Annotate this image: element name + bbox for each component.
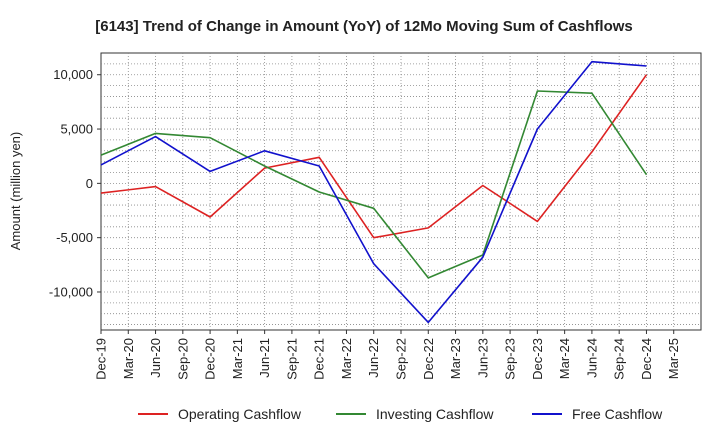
x-tick-label: Mar-24	[557, 338, 572, 379]
x-tick-label: Jun-24	[584, 338, 599, 378]
x-tick-label: Sep-24	[612, 338, 627, 380]
series-layer	[100, 60, 648, 324]
x-tick-label: Dec-24	[639, 338, 654, 380]
x-tick-label: Mar-21	[230, 338, 245, 379]
y-tick-label: 0	[86, 176, 93, 191]
x-tick-label: Dec-19	[94, 338, 109, 380]
y-tick-label: 5,000	[60, 122, 93, 137]
x-axis-ticks: Dec-19 Mar-20 Jun-20 Sep-20 Dec-20 Mar-21 Jun-…	[94, 330, 681, 380]
legend-label: Investing Cashflow	[376, 406, 494, 422]
x-tick-label: Dec-22	[421, 338, 436, 380]
x-tick-label: Jun-23	[475, 338, 490, 378]
x-tick-label: Dec-23	[530, 338, 545, 380]
y-axis-label: Amount (million yen)	[8, 132, 23, 251]
y-tick-label: 10,000	[53, 67, 93, 82]
y-tick-label: -10,000	[49, 284, 93, 299]
legend: Operating Cashflow Investing Cashflow Free…	[138, 406, 663, 422]
x-tick-label: Mar-20	[121, 338, 136, 379]
chart-title: [6143] Trend of Change in Amount (YoY) o…	[95, 18, 633, 35]
x-tick-label: Jun-22	[366, 338, 381, 378]
x-tick-label: Mar-25	[666, 338, 681, 379]
x-tick-label: Mar-23	[448, 338, 463, 379]
x-tick-label: Sep-23	[503, 338, 518, 380]
legend-label: Free Cashflow	[572, 406, 663, 422]
x-tick-label: Sep-21	[284, 338, 299, 380]
series-line-operating-cashflow	[100, 74, 648, 239]
series-line-free-cashflow	[100, 60, 647, 324]
y-tick-label: -5,000	[56, 230, 93, 245]
y-axis-ticks: 10,000 5,000 0 -5,000 -10,000	[49, 67, 101, 299]
x-tick-label: Sep-20	[175, 338, 190, 380]
x-tick-label: Dec-21	[312, 338, 327, 380]
x-tick-label: Mar-22	[339, 338, 354, 379]
x-tick-label: Sep-22	[394, 338, 409, 380]
x-tick-label: Dec-20	[203, 338, 218, 380]
x-tick-label: Jun-21	[257, 338, 272, 378]
legend-label: Operating Cashflow	[178, 406, 302, 422]
x-tick-label: Jun-20	[148, 338, 163, 378]
series-line-investing-cashflow	[100, 90, 648, 279]
